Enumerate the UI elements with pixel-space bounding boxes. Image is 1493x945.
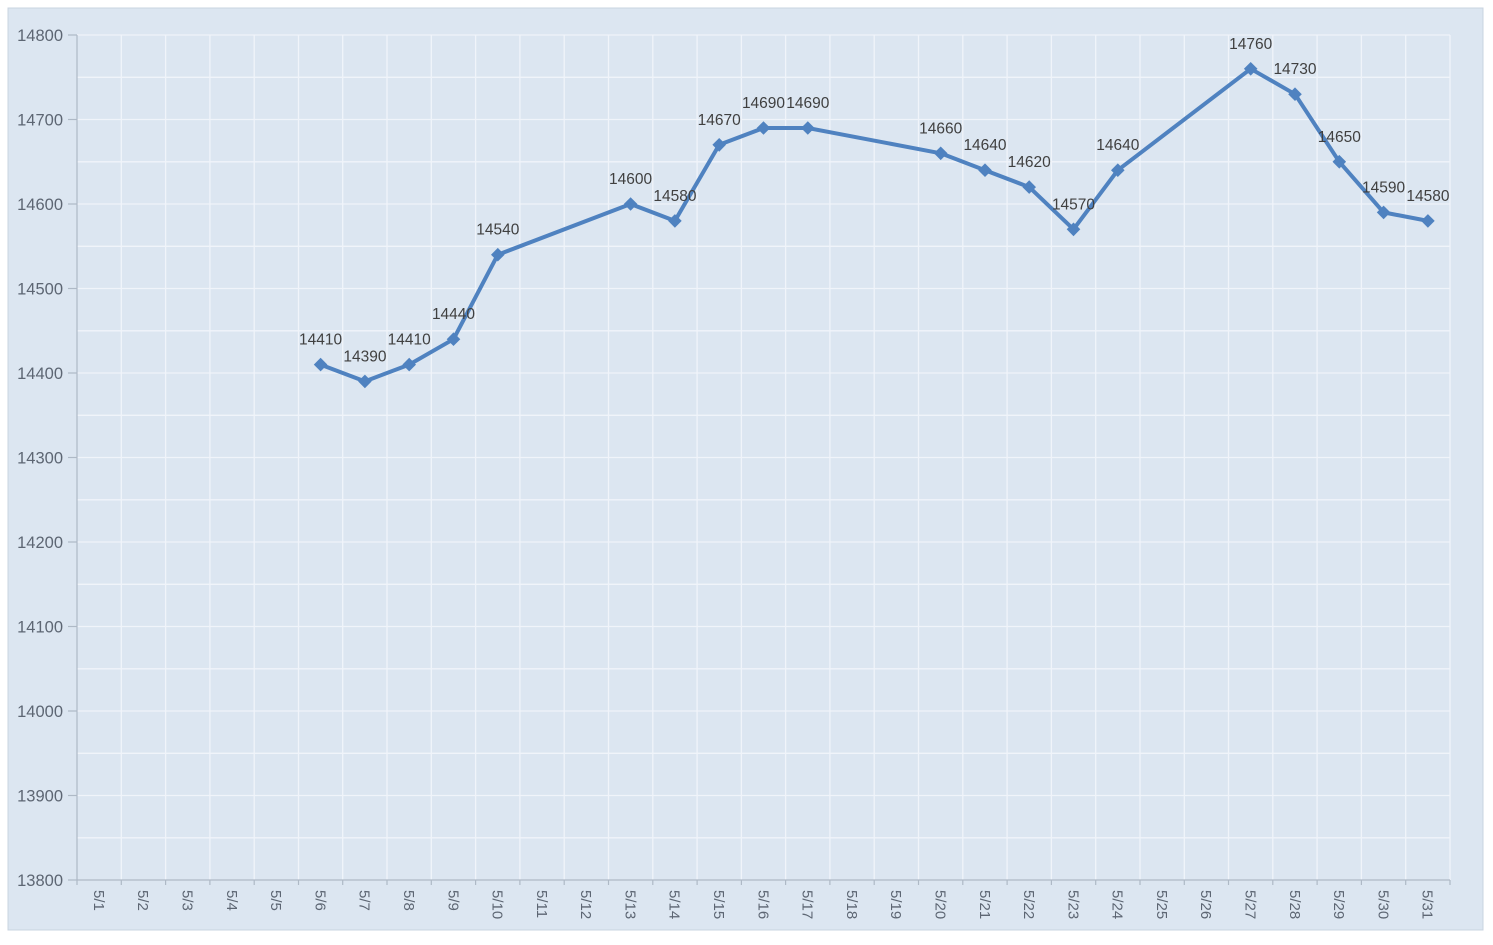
- data-point-marker: [1243, 62, 1258, 76]
- data-point-label: 14650: [1318, 129, 1361, 146]
- data-point-label: 14580: [653, 188, 696, 205]
- x-axis-tick-label: 5/25: [1153, 890, 1170, 919]
- x-axis-tick-label: 5/9: [444, 890, 461, 911]
- x-axis-tick-label: 5/26: [1197, 890, 1214, 919]
- x-axis-tick-label: 5/17: [799, 890, 816, 919]
- x-axis-tick-label: 5/4: [223, 890, 240, 911]
- series-line: [318, 66, 1430, 384]
- data-point-marker: [313, 357, 328, 372]
- data-point-label: 14690: [742, 95, 785, 112]
- data-point-marker: [1421, 214, 1435, 228]
- x-axis-tick-label: 5/31: [1419, 890, 1436, 919]
- chart-plot-area-background: [7, 7, 1484, 931]
- data-point-label: 14440: [432, 306, 475, 323]
- x-axis-tick-label: 5/28: [1286, 890, 1303, 919]
- data-point-label: 14590: [1362, 179, 1405, 196]
- y-axis-tick-label: 14600: [17, 196, 63, 214]
- data-point-label: 14640: [963, 137, 1006, 154]
- data-point-label: 14640: [1096, 137, 1139, 154]
- y-axis-tick-label: 14000: [17, 703, 63, 721]
- x-axis-tick-label: 5/19: [887, 890, 904, 919]
- y-axis-tick-label: 14500: [17, 280, 63, 298]
- x-axis-tick-label: 5/15: [710, 890, 727, 919]
- x-axis-tick-label: 5/14: [666, 890, 683, 919]
- x-axis-tick-label: 5/10: [489, 890, 506, 919]
- data-point-marker: [446, 332, 461, 346]
- data-point-label: 14390: [343, 348, 386, 365]
- x-axis-tick-label: 5/29: [1330, 890, 1347, 919]
- y-axis-tick-label: 13800: [17, 872, 63, 890]
- data-point-marker: [756, 121, 771, 135]
- y-axis-tick-label: 14200: [17, 534, 63, 552]
- x-axis-tick-label: 5/6: [311, 890, 328, 911]
- x-axis-tick-label: 5/5: [267, 890, 284, 911]
- x-axis-tick-label: 5/11: [533, 890, 550, 918]
- data-point-label: 14580: [1406, 188, 1449, 205]
- y-axis-tick-label: 14100: [17, 618, 63, 636]
- x-axis-tick-label: 5/3: [179, 890, 196, 911]
- data-point-label: 14670: [698, 112, 741, 129]
- data-point-marker: [1022, 180, 1036, 194]
- data-point-marker: [358, 374, 372, 389]
- x-axis-tick-label: 5/13: [621, 890, 638, 919]
- data-point-label: 14540: [476, 222, 519, 239]
- data-point-marker: [1376, 205, 1391, 220]
- data-point-label: 14690: [786, 95, 829, 112]
- x-axis-tick-label: 5/2: [134, 890, 151, 911]
- data-point-marker: [402, 357, 416, 372]
- x-axis-tick-label: 5/22: [1020, 890, 1037, 919]
- x-axis-tick-label: 5/1: [90, 890, 107, 911]
- data-point-label: 14410: [388, 332, 431, 349]
- y-axis-tick-label: 14300: [17, 449, 63, 467]
- data-point-marker: [623, 197, 638, 211]
- data-point-label: 14730: [1273, 61, 1316, 78]
- data-point-label: 14600: [609, 171, 652, 188]
- data-point-marker: [1066, 222, 1081, 237]
- x-axis-tick-label: 5/24: [1109, 890, 1126, 919]
- data-point-label: 14660: [919, 120, 962, 137]
- data-point-label: 14620: [1008, 154, 1051, 171]
- data-point-marker: [491, 247, 505, 262]
- data-point-marker: [1288, 87, 1302, 101]
- data-point-marker: [801, 121, 815, 135]
- data-point-marker: [712, 138, 726, 152]
- x-axis-tick-label: 5/27: [1242, 890, 1259, 919]
- x-axis-tick-label: 5/21: [976, 890, 993, 919]
- data-point-label: 14410: [299, 332, 342, 349]
- data-point-marker: [1111, 163, 1125, 177]
- x-axis-tick-label: 5/16: [754, 890, 771, 919]
- y-axis-tick-label: 14400: [17, 365, 63, 383]
- x-axis-tick-label: 5/12: [577, 890, 594, 919]
- y-axis-tick-label: 13900: [17, 787, 63, 805]
- x-axis-tick-label: 5/23: [1064, 890, 1081, 919]
- y-axis-tick-label: 14800: [17, 27, 63, 45]
- data-point-marker: [978, 163, 992, 177]
- x-axis-tick-label: 5/7: [356, 890, 373, 911]
- data-point-marker: [668, 214, 682, 228]
- x-axis-tick-label: 5/20: [932, 890, 949, 919]
- data-point-marker: [1332, 154, 1347, 169]
- data-point-label: 14760: [1229, 36, 1272, 53]
- y-axis-tick-label: 14700: [17, 111, 63, 129]
- data-point-marker: [933, 146, 948, 161]
- x-axis-tick-label: 5/18: [843, 890, 860, 919]
- data-point-label: 14570: [1052, 196, 1095, 213]
- x-axis-tick-label: 5/30: [1374, 890, 1391, 919]
- x-axis-tick-label: 5/8: [400, 890, 417, 911]
